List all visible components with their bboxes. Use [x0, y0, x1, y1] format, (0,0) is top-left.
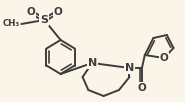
Text: N: N [125, 63, 134, 73]
Text: O: O [26, 7, 35, 17]
Text: O: O [160, 53, 168, 63]
Text: S: S [40, 15, 48, 25]
Text: O: O [53, 7, 62, 17]
Text: CH₃: CH₃ [2, 19, 19, 28]
Text: O: O [138, 83, 146, 93]
Text: N: N [88, 58, 97, 68]
